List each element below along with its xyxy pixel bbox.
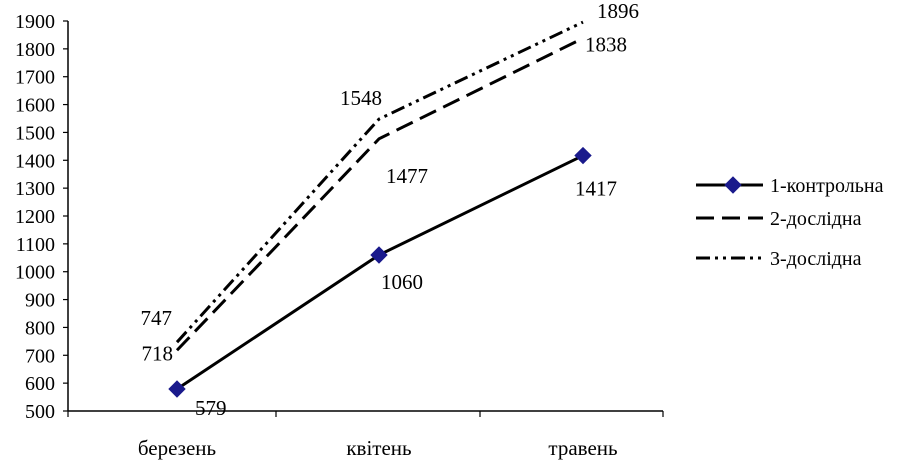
y-tick-label: 800 [25, 317, 55, 339]
y-tick-label: 1500 [15, 122, 55, 144]
y-tick-label: 1700 [15, 67, 55, 89]
y-tick-label: 700 [25, 345, 55, 367]
y-tick-label: 1200 [15, 206, 55, 228]
data-label: 718 [142, 341, 174, 365]
y-tick-label: 1100 [16, 234, 55, 256]
data-label: 747 [141, 306, 173, 330]
y-tick-label: 1900 [15, 11, 55, 33]
series-line-1 [176, 154, 584, 391]
legend-marker [724, 176, 742, 194]
data-point-marker [574, 146, 592, 165]
data-label: 1060 [381, 270, 423, 294]
series-line-2 [175, 36, 584, 352]
x-category-label: березень [138, 436, 216, 460]
series-lines [175, 20, 584, 391]
legend-label-3: 3-дослідна [770, 248, 862, 270]
legend: 1-контрольна 2-дослідна 3-дослідна [696, 175, 884, 270]
y-tick-label: 1300 [15, 178, 55, 200]
y-tick-label: 1400 [15, 150, 55, 172]
x-category-labels: березень квітень травень [138, 436, 618, 460]
y-tick-label: 1800 [15, 39, 55, 61]
data-label: 1838 [585, 32, 627, 56]
y-tick-label: 1000 [15, 262, 55, 284]
legend-label-2: 2-дослідна [770, 208, 862, 230]
y-tick-label: 900 [25, 290, 55, 312]
legend-label-1: 1-контрольна [770, 175, 884, 197]
x-category-label: квітень [346, 436, 411, 460]
series-markers [168, 146, 592, 398]
data-label: 1548 [340, 86, 382, 110]
series-line-3 [175, 20, 584, 344]
data-label: 1417 [575, 177, 617, 201]
data-point-marker [168, 380, 186, 398]
data-label: 1477 [386, 164, 428, 188]
y-tick-labels: 500 600 700 800 900 1000 1100 1200 1300 1400 1500 1… [15, 11, 55, 423]
y-tick-label: 600 [25, 373, 55, 395]
data-point-marker [370, 246, 388, 264]
y-tick-label: 500 [25, 401, 55, 423]
data-label: 579 [195, 396, 227, 420]
chart-axes [63, 20, 664, 417]
data-labels: 579 1060 1417 718 1477 1838 747 1548 1896 [141, 0, 640, 420]
data-label: 1896 [597, 0, 639, 23]
x-category-label: травень [548, 436, 617, 460]
y-tick-label: 1600 [15, 95, 55, 117]
